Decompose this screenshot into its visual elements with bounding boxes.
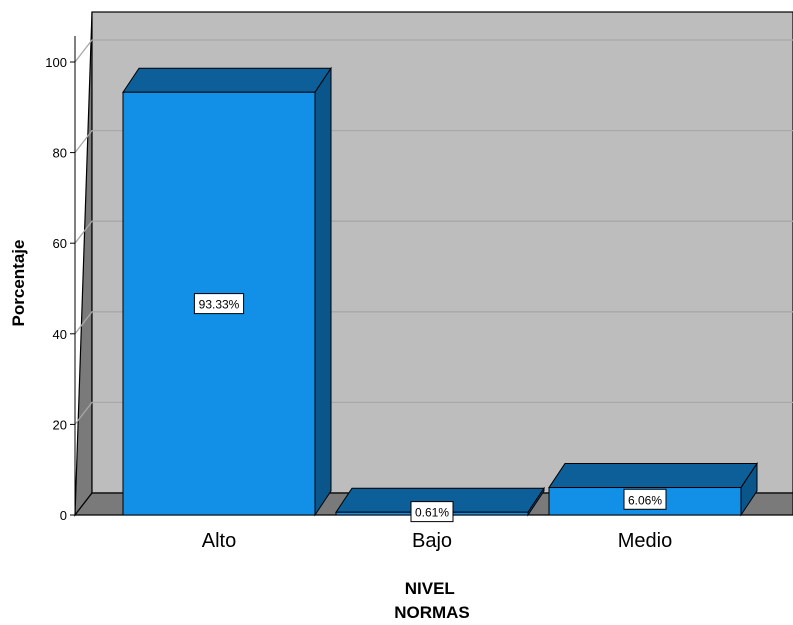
bars: 93.33% 0.61% 6.06% (122, 66, 758, 523)
data-label-text: 0.61% (415, 506, 449, 520)
bar-top-face (122, 67, 332, 93)
data-label-text: 6.06% (628, 493, 662, 507)
data-label-box (410, 501, 454, 523)
y-axis: 0 20 40 60 80 100 (45, 36, 76, 523)
y-axis-title: Porcentaje (9, 240, 28, 327)
y-tick-label: 100 (45, 55, 67, 70)
y-tick-label: 40 (53, 327, 67, 342)
x-tick-label: Medio (618, 530, 672, 552)
bar-top-face (548, 463, 758, 489)
x-tick-label: Bajo (412, 530, 452, 552)
y-tick-label: 80 (53, 146, 67, 161)
gridline (74, 129, 793, 153)
gridline (74, 311, 793, 335)
gridline (74, 39, 793, 63)
gridline (74, 401, 793, 425)
x-axis-title-line-1: NIVEL (405, 579, 455, 598)
gridlines (74, 39, 793, 425)
data-label-text: 93.33% (199, 298, 240, 312)
data-label-box (623, 488, 667, 510)
gridline (74, 220, 793, 244)
bar-side-face (314, 66, 332, 517)
chart-left-wall (74, 11, 93, 517)
bar-alto: 93.33% (122, 66, 332, 517)
data-label: 93.33% (193, 293, 245, 315)
y-tick-label: 60 (53, 236, 67, 251)
bar-bajo: 0.61% (335, 486, 545, 523)
bar-medio: 6.06% (548, 461, 758, 517)
x-axis-title-line-2: NORMAS (394, 603, 470, 622)
y-tick-label: 20 (53, 417, 67, 432)
y-tick-label: 0 (60, 508, 67, 523)
x-axis-title: NIVEL NORMAS (394, 579, 470, 622)
data-label: 0.61% (410, 501, 454, 523)
data-label: 6.06% (623, 488, 667, 510)
data-label-box (193, 293, 245, 315)
x-tick-label: Alto (202, 530, 236, 552)
x-axis: Alto Bajo Medio (202, 530, 672, 552)
